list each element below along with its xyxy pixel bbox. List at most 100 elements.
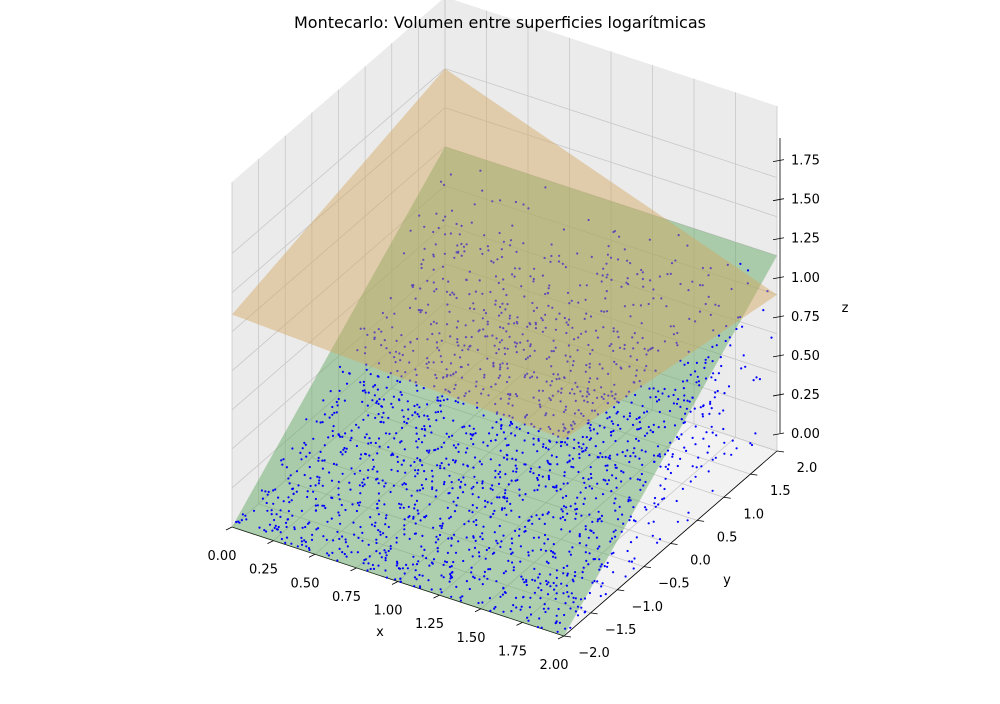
scatter-point <box>618 346 622 349</box>
scatter-point <box>524 463 527 466</box>
scatter-point <box>345 447 348 450</box>
scatter-point <box>420 309 423 312</box>
scatter-point <box>380 405 383 408</box>
scatter-point <box>355 423 358 426</box>
z-tick-label: 1.75 <box>791 154 820 169</box>
scatter-point <box>502 288 505 291</box>
scatter-point <box>385 576 388 579</box>
scatter-point <box>396 470 399 473</box>
scatter-point <box>457 478 460 481</box>
scatter-point <box>614 497 617 500</box>
scatter-point <box>364 346 367 349</box>
scatter-point <box>545 380 548 383</box>
scatter-point <box>669 325 672 328</box>
gridline-z <box>231 68 778 254</box>
scatter-point <box>576 614 580 617</box>
scatter-point <box>450 209 454 212</box>
scatter-point <box>435 322 438 325</box>
scatter-point <box>516 316 519 319</box>
scatter-point <box>399 391 402 394</box>
scatter-point <box>456 496 459 499</box>
scatter-point <box>437 410 440 413</box>
scatter-point <box>691 396 694 399</box>
scatter-point <box>376 502 379 505</box>
scatter-point <box>455 585 458 589</box>
scatter-point <box>471 511 474 514</box>
scatter-point <box>310 538 314 542</box>
scatter-point <box>569 553 573 556</box>
scatter-point <box>704 358 707 361</box>
scatter-point <box>596 432 599 435</box>
scatter-point <box>616 330 619 333</box>
scatter-point <box>581 435 584 439</box>
scatter-point <box>481 583 484 586</box>
scatter-point <box>468 509 471 512</box>
scatter-point <box>436 396 439 399</box>
scatter-point <box>312 437 315 440</box>
scatter-point <box>481 480 484 483</box>
scatter-point <box>432 558 436 561</box>
scatter-point <box>543 542 546 545</box>
scatter-point <box>627 498 630 501</box>
scatter-point <box>554 346 557 349</box>
scatter-point <box>372 465 375 468</box>
scatter-point <box>321 484 324 487</box>
scatter-point <box>456 338 459 341</box>
scatter-point <box>524 529 527 533</box>
scatter-point <box>426 338 429 341</box>
scatter-point <box>482 441 485 444</box>
scatter-point <box>570 299 573 302</box>
scatter-point <box>510 552 513 556</box>
scatter-point <box>513 341 517 344</box>
scatter-point <box>445 432 448 435</box>
scatter-point <box>694 443 697 446</box>
scatter-point <box>657 503 660 506</box>
gridline-z <box>231 224 778 411</box>
scatter-point <box>308 548 311 552</box>
scatter-point <box>544 326 547 329</box>
scatter-point <box>389 547 392 550</box>
scatter-point <box>506 347 509 350</box>
scatter-point <box>486 577 489 580</box>
scatter-point <box>441 277 445 280</box>
scatter-point <box>701 266 705 270</box>
scatter-point <box>626 277 629 280</box>
scatter-point <box>468 270 471 273</box>
scatter-point <box>422 387 425 390</box>
scatter-point <box>639 304 643 307</box>
scatter-point <box>353 533 356 536</box>
scatter-point <box>511 224 514 227</box>
scatter-point <box>436 547 439 550</box>
scatter-point <box>385 347 388 350</box>
scatter-point <box>377 362 381 365</box>
scatter-point <box>562 566 565 570</box>
scatter-point <box>295 490 298 493</box>
scatter-point <box>426 279 429 282</box>
scatter-point <box>338 537 341 541</box>
scatter-point <box>585 364 588 367</box>
scatter-point <box>384 482 387 485</box>
scatter-point <box>297 484 300 487</box>
scatter-point <box>416 509 419 512</box>
scatter-point <box>596 336 600 339</box>
scatter-point <box>580 606 583 609</box>
scatter-point <box>426 415 429 418</box>
scatter-point <box>451 571 454 574</box>
scatter-point <box>532 309 536 312</box>
scatter-point <box>485 548 488 552</box>
scatter-point <box>337 493 340 496</box>
scatter-point <box>574 381 577 384</box>
scatter-point <box>338 498 341 501</box>
scatter-point <box>540 626 543 629</box>
scatter-point <box>471 504 474 507</box>
scatter-point <box>414 469 417 472</box>
scatter-point <box>367 391 370 394</box>
scatter-point <box>314 504 317 507</box>
scatter-point <box>402 415 405 418</box>
scatter-point <box>309 484 312 488</box>
scatter-point <box>400 503 403 506</box>
scatter-point <box>570 424 573 427</box>
scatter-point <box>707 274 710 277</box>
scatter-point <box>514 529 517 533</box>
scatter-point <box>448 580 451 583</box>
